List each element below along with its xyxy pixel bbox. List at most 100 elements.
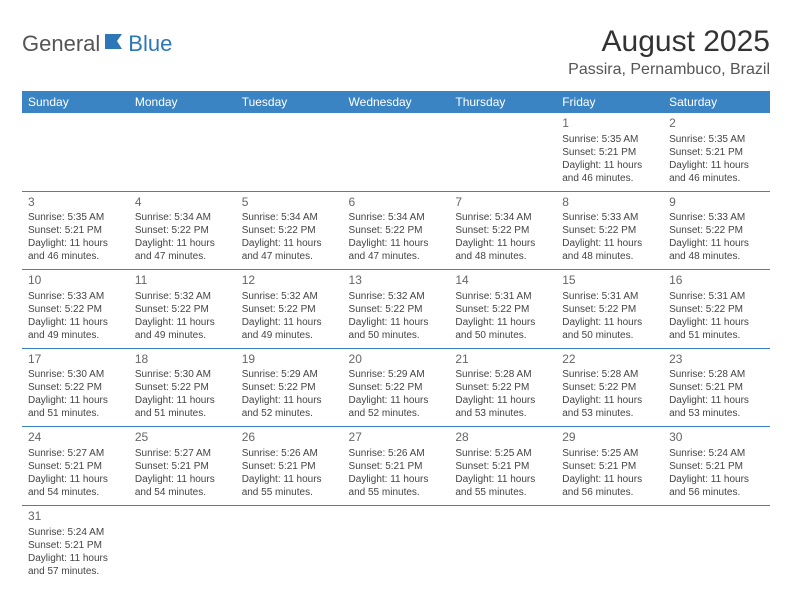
sunrise-text: Sunrise: 5:33 AM xyxy=(562,211,657,224)
daylight-text: Daylight: 11 hours xyxy=(28,237,123,250)
calendar-week-row: 24Sunrise: 5:27 AMSunset: 5:21 PMDayligh… xyxy=(22,427,770,506)
weekday-header: Thursday xyxy=(449,91,556,113)
logo-text-general: General xyxy=(22,31,100,57)
sunset-text: Sunset: 5:21 PM xyxy=(669,381,764,394)
calendar-day-cell: 25Sunrise: 5:27 AMSunset: 5:21 PMDayligh… xyxy=(129,427,236,506)
logo: General Blue xyxy=(22,25,172,57)
daylight-text: and 52 minutes. xyxy=(349,407,444,420)
day-number: 15 xyxy=(562,273,657,289)
calendar-day-cell: 4Sunrise: 5:34 AMSunset: 5:22 PMDaylight… xyxy=(129,191,236,270)
daylight-text: Daylight: 11 hours xyxy=(349,316,444,329)
daylight-text: and 51 minutes. xyxy=(135,407,230,420)
calendar-day-cell xyxy=(129,113,236,191)
sunrise-text: Sunrise: 5:31 AM xyxy=(669,290,764,303)
sunset-text: Sunset: 5:22 PM xyxy=(242,224,337,237)
calendar-week-row: 31Sunrise: 5:24 AMSunset: 5:21 PMDayligh… xyxy=(22,505,770,583)
daylight-text: and 46 minutes. xyxy=(28,250,123,263)
sunrise-text: Sunrise: 5:34 AM xyxy=(455,211,550,224)
day-number: 11 xyxy=(135,273,230,289)
calendar-day-cell: 30Sunrise: 5:24 AMSunset: 5:21 PMDayligh… xyxy=(663,427,770,506)
calendar-day-cell: 6Sunrise: 5:34 AMSunset: 5:22 PMDaylight… xyxy=(343,191,450,270)
daylight-text: Daylight: 11 hours xyxy=(135,394,230,407)
daylight-text: and 55 minutes. xyxy=(349,486,444,499)
sunrise-text: Sunrise: 5:31 AM xyxy=(562,290,657,303)
calendar-day-cell: 27Sunrise: 5:26 AMSunset: 5:21 PMDayligh… xyxy=(343,427,450,506)
sunrise-text: Sunrise: 5:35 AM xyxy=(28,211,123,224)
day-number: 17 xyxy=(28,352,123,368)
sunset-text: Sunset: 5:21 PM xyxy=(669,146,764,159)
sunrise-text: Sunrise: 5:29 AM xyxy=(242,368,337,381)
calendar-day-cell xyxy=(663,505,770,583)
weekday-header: Wednesday xyxy=(343,91,450,113)
calendar-day-cell: 31Sunrise: 5:24 AMSunset: 5:21 PMDayligh… xyxy=(22,505,129,583)
page-title: August 2025 xyxy=(568,25,770,59)
calendar-day-cell: 9Sunrise: 5:33 AMSunset: 5:22 PMDaylight… xyxy=(663,191,770,270)
sunset-text: Sunset: 5:22 PM xyxy=(562,303,657,316)
daylight-text: Daylight: 11 hours xyxy=(455,316,550,329)
sunset-text: Sunset: 5:22 PM xyxy=(455,381,550,394)
daylight-text: and 50 minutes. xyxy=(562,329,657,342)
calendar-day-cell: 29Sunrise: 5:25 AMSunset: 5:21 PMDayligh… xyxy=(556,427,663,506)
calendar-day-cell: 11Sunrise: 5:32 AMSunset: 5:22 PMDayligh… xyxy=(129,270,236,349)
day-number: 31 xyxy=(28,509,123,525)
calendar-day-cell: 19Sunrise: 5:29 AMSunset: 5:22 PMDayligh… xyxy=(236,348,343,427)
sunset-text: Sunset: 5:22 PM xyxy=(669,224,764,237)
sunset-text: Sunset: 5:21 PM xyxy=(28,460,123,473)
sunrise-text: Sunrise: 5:33 AM xyxy=(669,211,764,224)
daylight-text: Daylight: 11 hours xyxy=(28,473,123,486)
sunset-text: Sunset: 5:22 PM xyxy=(28,303,123,316)
calendar-day-cell: 1Sunrise: 5:35 AMSunset: 5:21 PMDaylight… xyxy=(556,113,663,191)
sunrise-text: Sunrise: 5:25 AM xyxy=(455,447,550,460)
sunrise-text: Sunrise: 5:32 AM xyxy=(135,290,230,303)
day-number: 28 xyxy=(455,430,550,446)
daylight-text: Daylight: 11 hours xyxy=(455,237,550,250)
daylight-text: and 50 minutes. xyxy=(349,329,444,342)
day-number: 16 xyxy=(669,273,764,289)
day-number: 4 xyxy=(135,195,230,211)
weekday-header: Friday xyxy=(556,91,663,113)
daylight-text: Daylight: 11 hours xyxy=(349,394,444,407)
sunset-text: Sunset: 5:22 PM xyxy=(242,381,337,394)
daylight-text: Daylight: 11 hours xyxy=(135,316,230,329)
weekday-header: Saturday xyxy=(663,91,770,113)
daylight-text: and 49 minutes. xyxy=(242,329,337,342)
daylight-text: and 55 minutes. xyxy=(242,486,337,499)
daylight-text: Daylight: 11 hours xyxy=(135,473,230,486)
calendar-week-row: 17Sunrise: 5:30 AMSunset: 5:22 PMDayligh… xyxy=(22,348,770,427)
calendar-day-cell: 23Sunrise: 5:28 AMSunset: 5:21 PMDayligh… xyxy=(663,348,770,427)
day-number: 29 xyxy=(562,430,657,446)
sunrise-text: Sunrise: 5:34 AM xyxy=(135,211,230,224)
daylight-text: Daylight: 11 hours xyxy=(669,237,764,250)
daylight-text: Daylight: 11 hours xyxy=(135,237,230,250)
daylight-text: and 47 minutes. xyxy=(135,250,230,263)
location-subtitle: Passira, Pernambuco, Brazil xyxy=(568,61,770,79)
sunrise-text: Sunrise: 5:35 AM xyxy=(669,133,764,146)
sunrise-text: Sunrise: 5:28 AM xyxy=(669,368,764,381)
daylight-text: Daylight: 11 hours xyxy=(28,394,123,407)
sunrise-text: Sunrise: 5:24 AM xyxy=(669,447,764,460)
day-number: 13 xyxy=(349,273,444,289)
logo-text-blue: Blue xyxy=(128,31,172,57)
calendar-day-cell xyxy=(343,113,450,191)
sunrise-text: Sunrise: 5:34 AM xyxy=(242,211,337,224)
header: General Blue August 2025 Passira, Pernam… xyxy=(22,25,770,79)
daylight-text: Daylight: 11 hours xyxy=(242,394,337,407)
sunset-text: Sunset: 5:22 PM xyxy=(455,224,550,237)
calendar-day-cell: 26Sunrise: 5:26 AMSunset: 5:21 PMDayligh… xyxy=(236,427,343,506)
sunrise-text: Sunrise: 5:27 AM xyxy=(135,447,230,460)
day-number: 1 xyxy=(562,116,657,132)
flag-icon xyxy=(104,32,126,50)
daylight-text: Daylight: 11 hours xyxy=(669,473,764,486)
sunrise-text: Sunrise: 5:25 AM xyxy=(562,447,657,460)
calendar-day-cell: 24Sunrise: 5:27 AMSunset: 5:21 PMDayligh… xyxy=(22,427,129,506)
day-number: 22 xyxy=(562,352,657,368)
daylight-text: and 47 minutes. xyxy=(349,250,444,263)
sunset-text: Sunset: 5:21 PM xyxy=(669,460,764,473)
daylight-text: and 56 minutes. xyxy=(562,486,657,499)
daylight-text: and 48 minutes. xyxy=(562,250,657,263)
sunrise-text: Sunrise: 5:34 AM xyxy=(349,211,444,224)
calendar-day-cell: 3Sunrise: 5:35 AMSunset: 5:21 PMDaylight… xyxy=(22,191,129,270)
daylight-text: and 53 minutes. xyxy=(562,407,657,420)
sunrise-text: Sunrise: 5:28 AM xyxy=(562,368,657,381)
calendar-day-cell xyxy=(556,505,663,583)
